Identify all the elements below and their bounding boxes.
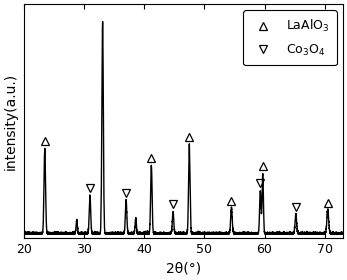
Y-axis label: intensity(a.u.): intensity(a.u.)	[4, 73, 18, 170]
Legend: LaAlO$_3$, Co$_3$O$_4$: LaAlO$_3$, Co$_3$O$_4$	[243, 10, 337, 65]
X-axis label: 2θ(°): 2θ(°)	[166, 262, 201, 276]
